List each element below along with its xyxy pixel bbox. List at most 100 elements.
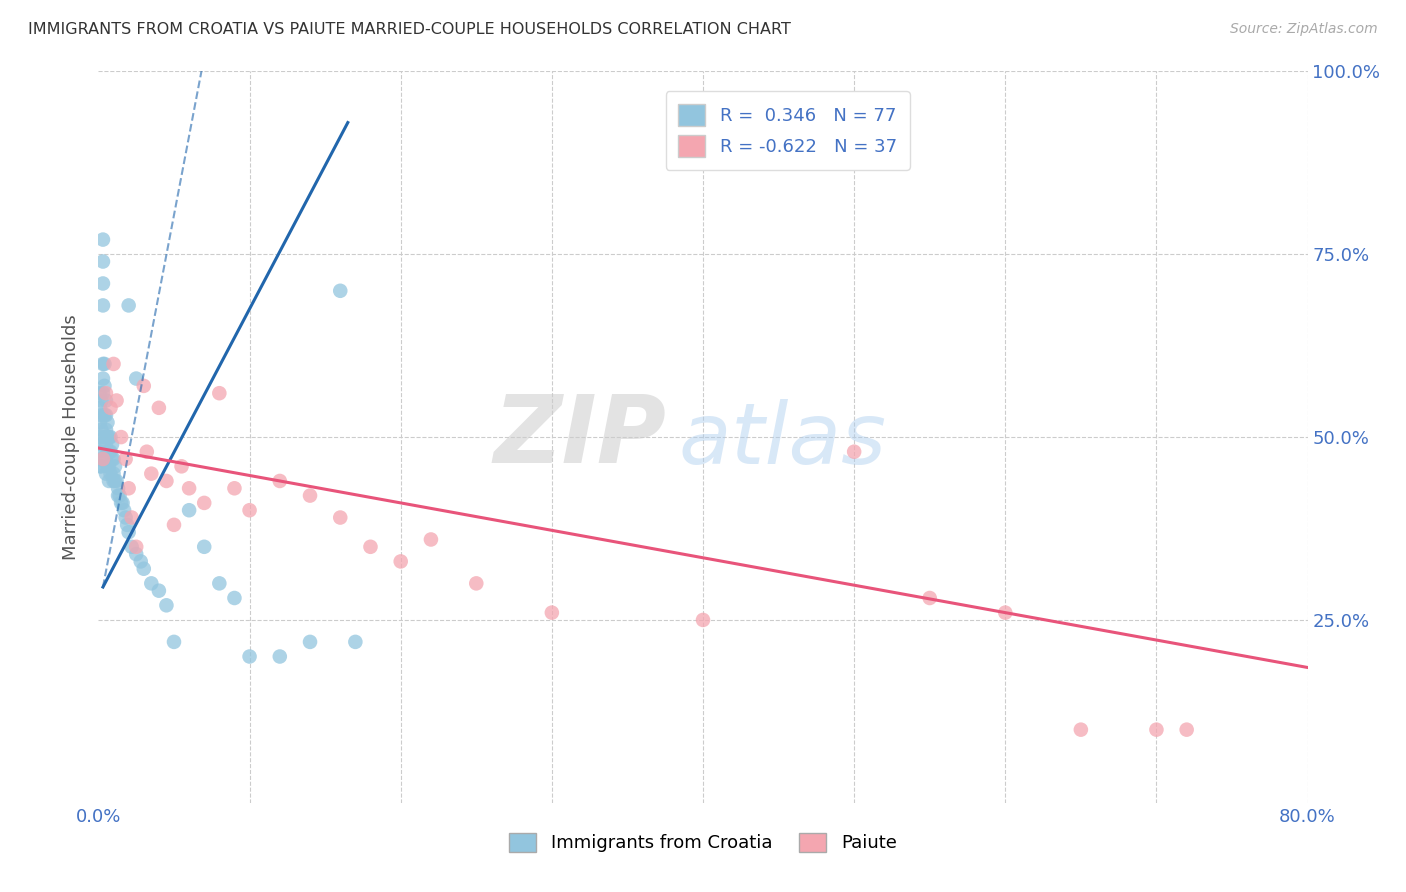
Point bbox=[100, 430, 122, 444]
Point bbox=[141, 467, 163, 481]
Point bbox=[918, 591, 941, 605]
Point bbox=[89, 430, 111, 444]
Point bbox=[329, 510, 352, 524]
Point bbox=[89, 459, 111, 474]
Point bbox=[129, 554, 152, 568]
Point bbox=[93, 334, 115, 349]
Text: Source: ZipAtlas.com: Source: ZipAtlas.com bbox=[1230, 22, 1378, 37]
Point bbox=[110, 430, 132, 444]
Point bbox=[98, 474, 121, 488]
Point bbox=[108, 489, 131, 503]
Point bbox=[89, 416, 111, 430]
Point bbox=[90, 459, 112, 474]
Point bbox=[89, 444, 111, 458]
Point bbox=[299, 489, 322, 503]
Point bbox=[91, 298, 114, 312]
Point bbox=[224, 481, 246, 495]
Point bbox=[239, 503, 262, 517]
Point bbox=[93, 379, 115, 393]
Point bbox=[91, 371, 114, 385]
Point bbox=[98, 430, 121, 444]
Point bbox=[179, 503, 201, 517]
Point bbox=[94, 467, 117, 481]
Point bbox=[111, 496, 134, 510]
Point bbox=[114, 510, 136, 524]
Point bbox=[844, 444, 866, 458]
Point bbox=[94, 393, 117, 408]
Point bbox=[96, 444, 118, 458]
Point bbox=[420, 533, 443, 547]
Point bbox=[91, 254, 114, 268]
Point bbox=[132, 379, 155, 393]
Point bbox=[112, 503, 135, 517]
Point bbox=[103, 452, 125, 467]
Point bbox=[1070, 723, 1092, 737]
Point bbox=[94, 437, 117, 451]
Point bbox=[360, 540, 382, 554]
Point bbox=[692, 613, 714, 627]
Point bbox=[89, 386, 111, 401]
Point bbox=[114, 452, 136, 467]
Point bbox=[101, 452, 124, 467]
Point bbox=[96, 459, 118, 474]
Point bbox=[132, 562, 155, 576]
Point bbox=[125, 547, 148, 561]
Point bbox=[163, 517, 186, 532]
Point bbox=[344, 635, 367, 649]
Point bbox=[90, 437, 112, 451]
Y-axis label: Married-couple Households: Married-couple Households bbox=[62, 314, 80, 560]
Point bbox=[104, 474, 127, 488]
Point bbox=[103, 467, 125, 481]
Point bbox=[269, 474, 291, 488]
Point bbox=[170, 459, 193, 474]
Point bbox=[148, 401, 170, 415]
Point bbox=[91, 386, 114, 401]
Point bbox=[135, 444, 157, 458]
Point bbox=[103, 474, 125, 488]
Point bbox=[148, 583, 170, 598]
Point bbox=[193, 540, 215, 554]
Text: ZIP: ZIP bbox=[494, 391, 666, 483]
Point bbox=[98, 444, 121, 458]
Point bbox=[141, 576, 163, 591]
Point bbox=[91, 452, 114, 467]
Point bbox=[89, 401, 111, 415]
Point bbox=[163, 635, 186, 649]
Point bbox=[107, 489, 129, 503]
Point bbox=[101, 437, 124, 451]
Point bbox=[121, 540, 143, 554]
Point bbox=[115, 517, 138, 532]
Point bbox=[94, 423, 117, 437]
Point bbox=[107, 481, 129, 495]
Point bbox=[389, 554, 412, 568]
Point bbox=[105, 393, 128, 408]
Point bbox=[193, 496, 215, 510]
Point bbox=[93, 357, 115, 371]
Point bbox=[125, 371, 148, 385]
Point bbox=[91, 357, 114, 371]
Point bbox=[269, 649, 291, 664]
Point bbox=[1175, 723, 1198, 737]
Point bbox=[110, 496, 132, 510]
Point bbox=[118, 298, 141, 312]
Point bbox=[1144, 723, 1167, 737]
Point bbox=[103, 357, 125, 371]
Point bbox=[105, 474, 128, 488]
Point bbox=[239, 649, 262, 664]
Point bbox=[540, 606, 562, 620]
Point bbox=[100, 444, 122, 458]
Point bbox=[224, 591, 246, 605]
Point bbox=[94, 386, 117, 401]
Point bbox=[994, 606, 1017, 620]
Point bbox=[94, 452, 117, 467]
Point bbox=[121, 510, 143, 524]
Point bbox=[179, 481, 201, 495]
Point bbox=[155, 599, 177, 613]
Point bbox=[93, 430, 115, 444]
Legend: Immigrants from Croatia, Paiute: Immigrants from Croatia, Paiute bbox=[502, 826, 904, 860]
Point bbox=[118, 525, 141, 540]
Point bbox=[125, 540, 148, 554]
Point bbox=[93, 408, 115, 422]
Point bbox=[91, 277, 114, 291]
Point bbox=[90, 408, 112, 422]
